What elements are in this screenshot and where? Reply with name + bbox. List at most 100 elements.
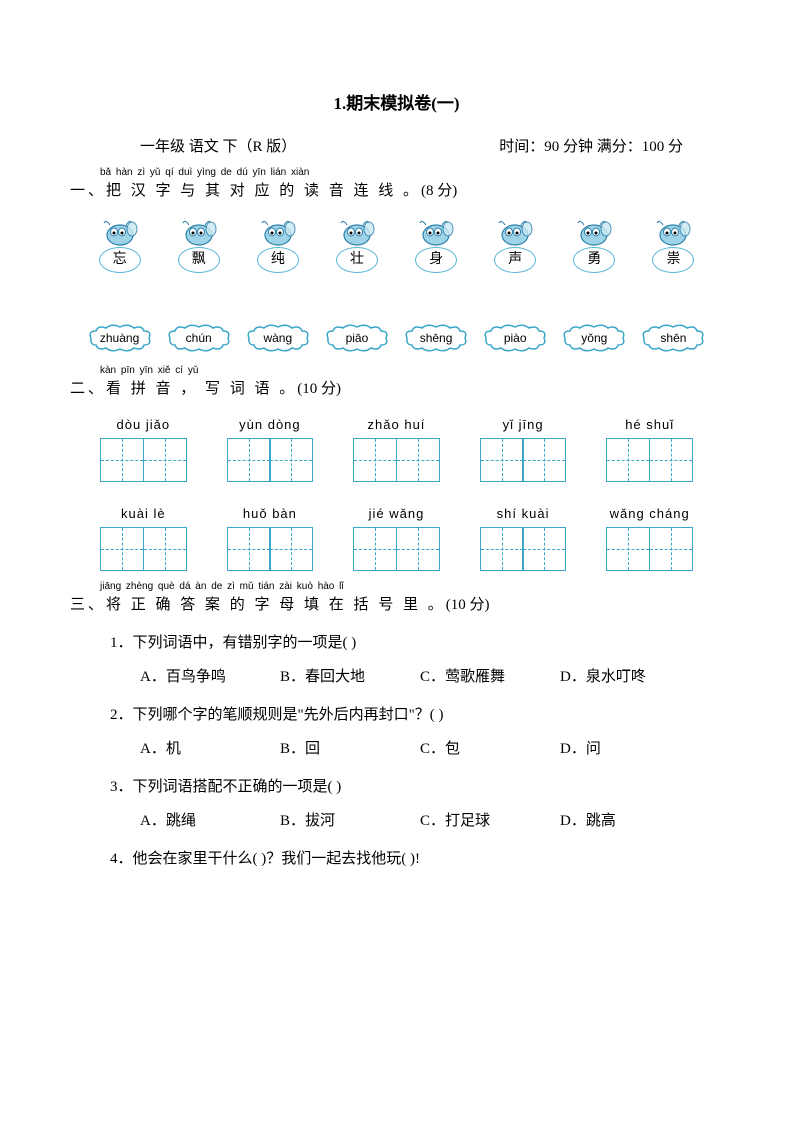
- q-num: 2．: [110, 707, 133, 723]
- grid-item: jié wǎng: [353, 504, 440, 571]
- question-item: 1．下列词语中，有错别字的一项是( ) A．百鸟争鸣 B．春回大地 C．莺歌雁舞…: [110, 631, 723, 689]
- tianzi-box: [353, 438, 397, 482]
- tianzi-box: [143, 438, 187, 482]
- section1-pinyin: bǎ hàn zì yǔ qí duì yìng de dú yīn lián …: [100, 165, 309, 181]
- option: D．问: [560, 737, 660, 761]
- options-row: A．机 B．回 C．包 D．问: [110, 737, 723, 761]
- bee-item: 勇: [561, 217, 627, 273]
- bee-row: 忘 飘 纯 壮 身 声 勇 祟: [70, 217, 723, 273]
- option: D．跳高: [560, 809, 660, 833]
- pinyin-cloud: zhuàng: [88, 323, 152, 353]
- pinyin-cloud: shēng: [404, 323, 468, 353]
- section3-points: (10 分): [446, 597, 490, 613]
- tianzi-box: [227, 527, 271, 571]
- pinyin-cloud: piāo: [325, 323, 389, 353]
- char-oval: 壮: [336, 247, 378, 273]
- q-num: 1．: [110, 635, 133, 651]
- subtitle-row: 一年级 语文 下（R 版） 时间：90 分钟 满分：100 分: [70, 135, 723, 159]
- pinyin-cloud: shēn: [641, 323, 705, 353]
- grid-item: yùn dòng: [227, 415, 314, 482]
- char-oval: 忘: [99, 247, 141, 273]
- section1-main: 把 汉 字 与 其 对 应 的 读 音 连 线 。: [106, 183, 421, 199]
- bee-item: 纯: [245, 217, 311, 273]
- bee-item: 飘: [166, 217, 232, 273]
- q-num: 3．: [110, 779, 133, 795]
- grid-item: shí kuài: [480, 504, 567, 571]
- bee-icon: [416, 217, 456, 249]
- bee-icon: [653, 217, 693, 249]
- bee-icon: [100, 217, 140, 249]
- pinyin-grid-section: dòu jiǎo yùn dòng zhǎo huí yǐ jīng hé sh…: [70, 415, 723, 571]
- question-item: 3．下列词语搭配不正确的一项是( ) A．跳绳 B．拔河 C．打足球 D．跳高: [110, 775, 723, 833]
- bee-item: 声: [482, 217, 548, 273]
- tianzi-box: [353, 527, 397, 571]
- grid-pinyin: shí kuài: [497, 504, 550, 525]
- tianzi-box: [143, 527, 187, 571]
- section3-pinyin: jiāng zhèng què dá àn de zì mǔ tián zài …: [100, 579, 344, 595]
- grid-row: kuài lè huǒ bàn jié wǎng shí kuài wǎng c…: [70, 504, 723, 571]
- char-oval: 祟: [652, 247, 694, 273]
- bee-icon: [337, 217, 377, 249]
- page-title: 1.期末模拟卷(一): [70, 90, 723, 117]
- subtitle-left: 一年级 语文 下（R 版）: [140, 135, 296, 159]
- bee-icon: [495, 217, 535, 249]
- option: C．打足球: [420, 809, 520, 833]
- question-item: 4．他会在家里干什么( )？我们一起去找他玩( )!: [110, 847, 723, 871]
- option: B．拔河: [280, 809, 380, 833]
- grid-pinyin: jié wǎng: [369, 504, 425, 525]
- grid-pinyin: wǎng cháng: [610, 504, 690, 525]
- grid-item: zhǎo huí: [353, 415, 440, 482]
- tianzi-box: [606, 438, 650, 482]
- option: A．百鸟争鸣: [140, 665, 240, 689]
- section3-main: 将 正 确 答 案 的 字 母 填 在 括 号 里 。: [106, 597, 446, 613]
- tianzi-box: [396, 438, 440, 482]
- options-row: A．跳绳 B．拔河 C．打足球 D．跳高: [110, 809, 723, 833]
- option: B．春回大地: [280, 665, 380, 689]
- char-oval: 声: [494, 247, 536, 273]
- q-text: 下列哪个字的笔顺规则是"先外后内再封口"？( ): [133, 707, 444, 723]
- grid-item: yǐ jīng: [480, 415, 567, 482]
- tianzi-box: [480, 527, 524, 571]
- tianzi-box: [227, 438, 271, 482]
- section1-heading: bǎ hàn zì yǔ qí duì yìng de dú yīn lián …: [70, 179, 723, 203]
- pinyin-cloud: piào: [483, 323, 547, 353]
- grid-pinyin: yǐ jīng: [503, 415, 544, 436]
- option: C．莺歌雁舞: [420, 665, 520, 689]
- grid-row: dòu jiǎo yùn dòng zhǎo huí yǐ jīng hé sh…: [70, 415, 723, 482]
- grid-pinyin: zhǎo huí: [368, 415, 426, 436]
- tianzi-box: [522, 438, 566, 482]
- grid-item: dòu jiǎo: [100, 415, 187, 482]
- tianzi-box: [649, 527, 693, 571]
- subtitle-right: 时间：90 分钟 满分：100 分: [499, 135, 683, 159]
- option: C．包: [420, 737, 520, 761]
- grid-item: huǒ bàn: [227, 504, 314, 571]
- grid-item: kuài lè: [100, 504, 187, 571]
- grid-pinyin: kuài lè: [121, 504, 166, 525]
- bee-icon: [574, 217, 614, 249]
- option: B．回: [280, 737, 380, 761]
- grid-pinyin: huǒ bàn: [243, 504, 297, 525]
- bee-item: 壮: [324, 217, 390, 273]
- q-num: 4．: [110, 851, 133, 867]
- grid-pinyin: yùn dòng: [239, 415, 301, 436]
- question-list: 1．下列词语中，有错别字的一项是( ) A．百鸟争鸣 B．春回大地 C．莺歌雁舞…: [70, 631, 723, 871]
- tianzi-box: [606, 527, 650, 571]
- section1-points: (8 分): [421, 183, 457, 199]
- char-oval: 纯: [257, 247, 299, 273]
- section2-main: 看 拼 音 ， 写 词 语 。: [106, 381, 297, 397]
- grid-item: wǎng cháng: [606, 504, 693, 571]
- bee-item: 忘: [87, 217, 153, 273]
- tianzi-box: [396, 527, 440, 571]
- section2-pinyin: kàn pīn yīn xiě cí yǔ: [100, 363, 198, 379]
- tianzi-box: [269, 438, 313, 482]
- bee-icon: [179, 217, 219, 249]
- tianzi-box: [480, 438, 524, 482]
- bee-icon: [258, 217, 298, 249]
- q-text: 下列词语中，有错别字的一项是( ): [133, 635, 357, 651]
- tianzi-box: [522, 527, 566, 571]
- char-oval: 身: [415, 247, 457, 273]
- option: A．跳绳: [140, 809, 240, 833]
- grid-pinyin: dòu jiǎo: [117, 415, 171, 436]
- options-row: A．百鸟争鸣 B．春回大地 C．莺歌雁舞 D．泉水叮咚: [110, 665, 723, 689]
- tianzi-box: [649, 438, 693, 482]
